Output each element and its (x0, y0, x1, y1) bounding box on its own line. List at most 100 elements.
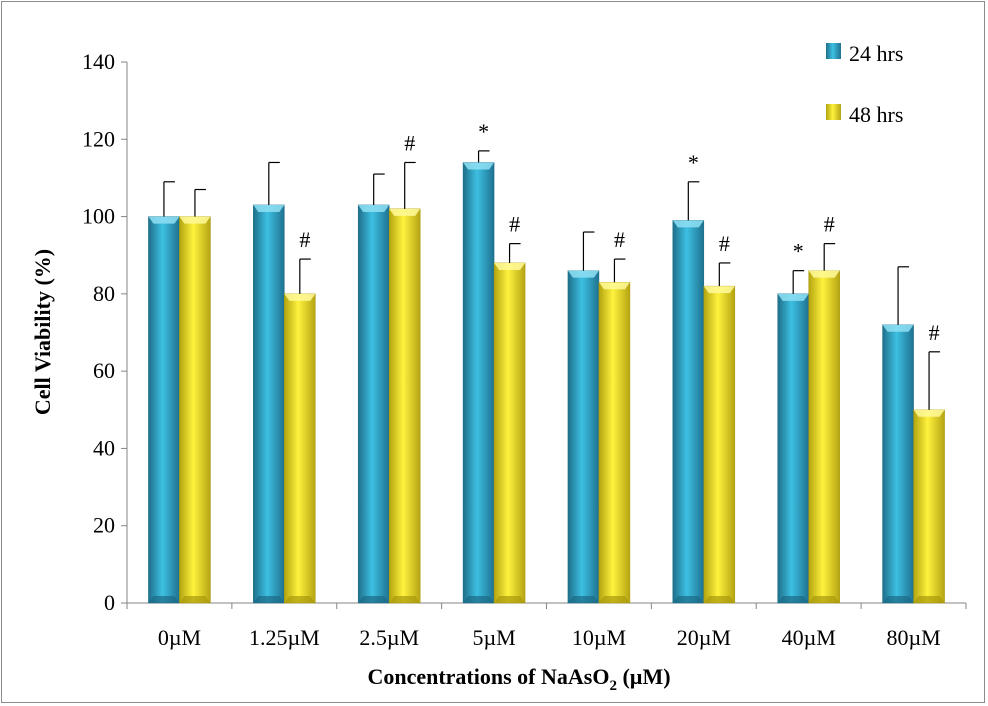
bar-bevel-bottom (284, 596, 316, 603)
legend: 24 hrs 48 hrs (826, 41, 903, 127)
bar (284, 293, 316, 604)
bar-bevel-top (148, 216, 180, 224)
bar-group (703, 262, 736, 604)
bar-bevel-top (808, 270, 840, 278)
bar-bevel-top (463, 162, 495, 170)
bar (179, 216, 211, 604)
significance-mark: * (793, 239, 804, 264)
bar-bevel-bottom (913, 596, 945, 603)
y-tick-label: 100 (82, 204, 115, 229)
bar-bevel-bottom (358, 596, 390, 603)
bars (148, 150, 945, 604)
y-tick-label: 140 (82, 49, 115, 74)
bar-group (357, 173, 390, 604)
bar-bevel-bottom (389, 596, 421, 603)
y-tick-label: 80 (93, 281, 115, 306)
bar (777, 293, 809, 604)
x-tick-label: 0µM (158, 625, 201, 650)
bar (148, 216, 180, 604)
bar (913, 409, 945, 604)
x-tick-label: 10µM (572, 625, 626, 650)
x-tick-label: 5µM (472, 625, 515, 650)
bar-bevel-top (672, 220, 704, 228)
bar (882, 324, 914, 604)
bar-bevel-bottom (598, 596, 630, 603)
bar-bevel-top (703, 286, 735, 294)
bar-bevel-bottom (882, 596, 914, 603)
bar (253, 204, 285, 604)
bar-group (567, 231, 600, 604)
significance-mark: # (509, 212, 520, 237)
bar-bevel-bottom (253, 596, 285, 603)
bar-bevel-top (284, 293, 316, 301)
significance-mark: # (824, 212, 835, 237)
bar-group (179, 188, 211, 604)
bar-bevel-top (389, 208, 421, 216)
y-tick-label: 0 (104, 590, 115, 615)
bar-bevel-bottom (463, 596, 495, 603)
bar-bevel-top (253, 204, 285, 212)
legend-label-48hrs: 48 hrs (849, 102, 903, 127)
significance-mark: * (478, 119, 489, 144)
bar-group (882, 266, 914, 604)
bar-bevel-top (567, 270, 599, 278)
bar-group (672, 181, 705, 604)
bar (672, 220, 705, 604)
y-tick-label: 40 (93, 435, 115, 460)
y-tick-label: 60 (93, 358, 115, 383)
bar-bevel-top (882, 324, 914, 332)
bar-bevel-top (598, 282, 630, 290)
x-tick-label: 2.5µM (359, 625, 419, 650)
bar-group (493, 243, 526, 604)
bar-bevel-bottom (808, 596, 840, 603)
x-tick-label: 1.25µM (249, 625, 320, 650)
bar-group (284, 258, 316, 604)
bar (598, 282, 631, 604)
significance-mark: # (614, 227, 625, 252)
bar (493, 262, 526, 604)
bar-group (777, 270, 809, 604)
bar (357, 204, 390, 604)
bar-bevel-bottom (148, 596, 180, 603)
bar-bevel-bottom (567, 596, 599, 603)
significance-mark: * (688, 150, 699, 175)
bar-bevel-bottom (777, 596, 809, 603)
bar (567, 270, 600, 604)
bar (808, 270, 840, 604)
bar-bevel-top (179, 216, 211, 224)
bar-group (808, 243, 840, 604)
bar-group (253, 161, 285, 604)
x-axis-label: Concentrations of NaAsO2 (µM) (367, 664, 670, 694)
labels: 0 20 40 60 80 100 120 140 0µM 1.25µM #2.5µM #5µM * #1… (82, 49, 941, 650)
bar (462, 162, 495, 604)
significance-mark: # (929, 320, 940, 345)
bar-bevel-bottom (672, 596, 704, 603)
bar-group (388, 161, 421, 604)
x-tick-label: 20µM (677, 625, 731, 650)
bar-bevel-top (494, 262, 526, 270)
y-axis-label: Cell Viability (%) (30, 249, 55, 415)
bar-group (913, 351, 945, 604)
bar-bevel-top (777, 293, 809, 301)
bar-bevel-bottom (494, 596, 526, 603)
significance-mark: # (299, 227, 310, 252)
legend-label-24hrs: 24 hrs (849, 41, 903, 66)
significance-mark: # (404, 130, 415, 155)
x-tick-label: 80µM (886, 625, 940, 650)
legend-swatch-48hrs (826, 104, 841, 120)
bar-bevel-bottom (179, 596, 211, 603)
y-tick-label: 120 (82, 126, 115, 151)
bar-bevel-top (358, 204, 390, 212)
x-tick-label: 40µM (782, 625, 836, 650)
bar-group (148, 181, 180, 604)
bar-bevel-top (913, 409, 945, 417)
bar (703, 285, 736, 604)
y-tick-label: 20 (93, 513, 115, 538)
bar-group (462, 150, 495, 604)
significance-mark: # (719, 231, 730, 256)
legend-swatch-24hrs (826, 43, 841, 59)
bar-bevel-bottom (703, 596, 735, 603)
bar (388, 208, 421, 604)
bar-group (598, 258, 631, 604)
